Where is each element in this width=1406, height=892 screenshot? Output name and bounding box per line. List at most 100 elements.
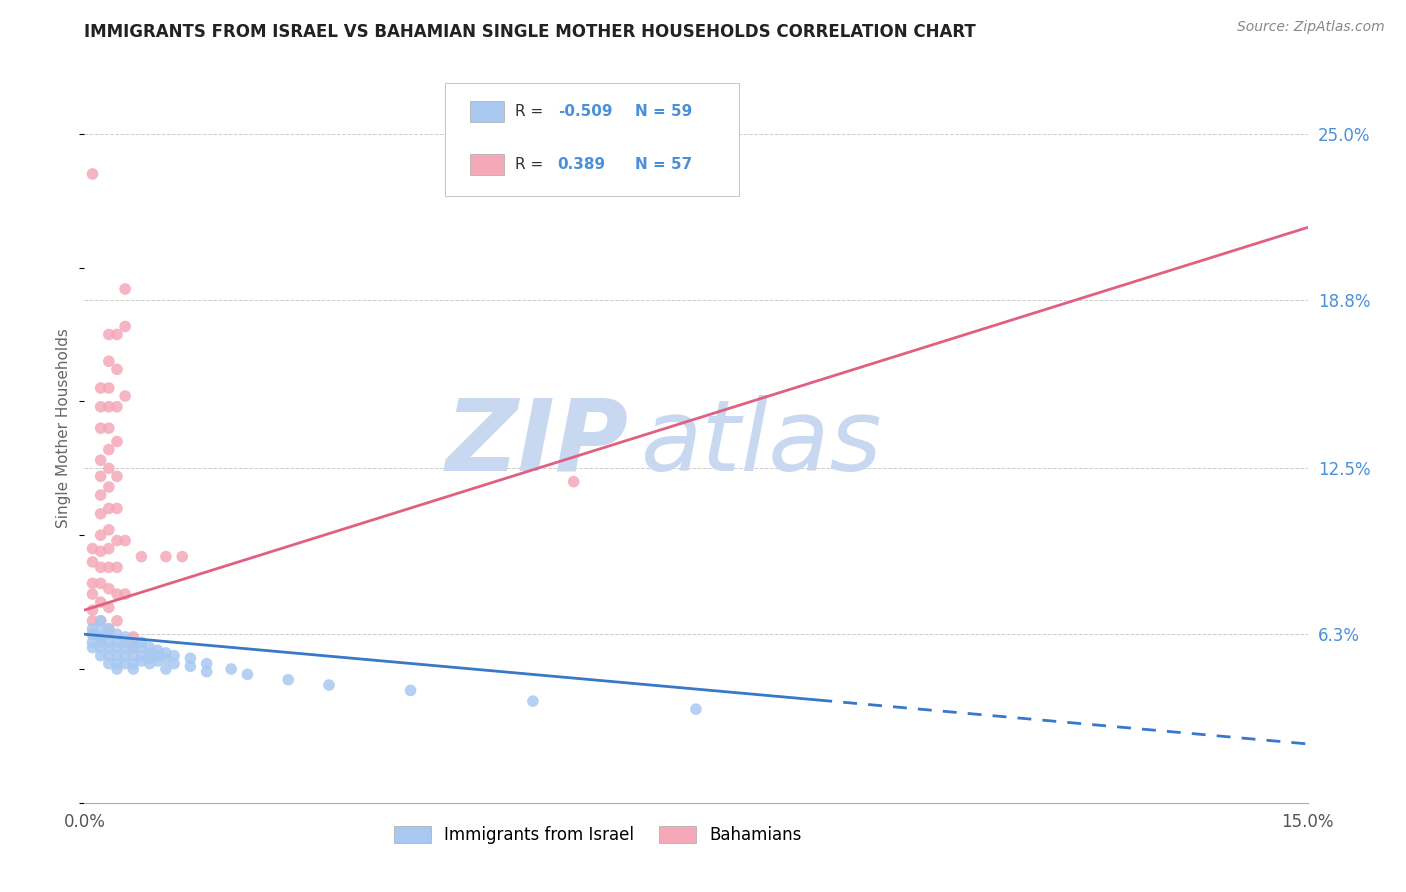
Point <box>105 362 128 376</box>
Point <box>97 381 120 395</box>
Point <box>114 587 136 601</box>
Point <box>105 657 128 671</box>
Point <box>90 560 112 574</box>
Point <box>82 167 104 181</box>
Text: -0.509: -0.509 <box>558 104 612 120</box>
Point <box>277 673 299 687</box>
FancyBboxPatch shape <box>470 154 503 175</box>
Point <box>179 651 201 665</box>
Point <box>97 622 120 636</box>
Point <box>105 560 128 574</box>
Text: R =: R = <box>515 104 548 120</box>
Point <box>97 400 120 414</box>
Point <box>236 667 259 681</box>
Point <box>82 622 104 636</box>
Text: Source: ZipAtlas.com: Source: ZipAtlas.com <box>1237 20 1385 34</box>
Point <box>97 480 120 494</box>
Point <box>105 327 128 342</box>
Point <box>97 657 120 671</box>
Point <box>685 702 707 716</box>
Point <box>97 582 120 596</box>
Point <box>97 635 120 649</box>
Point <box>138 640 160 655</box>
Point <box>82 555 104 569</box>
Point <box>122 630 145 644</box>
Point <box>105 627 128 641</box>
FancyBboxPatch shape <box>446 84 738 196</box>
Text: 0.389: 0.389 <box>558 157 606 172</box>
Point <box>146 648 169 663</box>
Point <box>90 614 112 628</box>
Point <box>195 657 218 671</box>
Point <box>82 640 104 655</box>
Y-axis label: Single Mother Households: Single Mother Households <box>56 328 72 528</box>
Text: R =: R = <box>515 157 553 172</box>
Point <box>105 640 128 655</box>
Point <box>97 622 120 636</box>
Point <box>155 662 177 676</box>
FancyBboxPatch shape <box>470 102 503 122</box>
Point <box>155 549 177 564</box>
Point <box>97 327 120 342</box>
Point <box>105 400 128 414</box>
Point <box>114 319 136 334</box>
Point <box>97 501 120 516</box>
Point <box>97 560 120 574</box>
Point <box>114 635 136 649</box>
Point <box>163 648 186 663</box>
Point <box>155 646 177 660</box>
Point <box>105 434 128 449</box>
Point <box>114 389 136 403</box>
Point <box>105 614 128 628</box>
Point <box>562 475 585 489</box>
Text: atlas: atlas <box>641 394 883 491</box>
Point <box>318 678 340 692</box>
Point <box>399 683 422 698</box>
Point <box>90 453 112 467</box>
Point <box>90 640 112 655</box>
Point <box>90 528 112 542</box>
Point <box>105 662 128 676</box>
Point <box>97 354 120 368</box>
Point <box>219 662 242 676</box>
Point <box>90 648 112 663</box>
Point <box>90 622 112 636</box>
Point <box>138 646 160 660</box>
Text: IMMIGRANTS FROM ISRAEL VS BAHAMIAN SINGLE MOTHER HOUSEHOLDS CORRELATION CHART: IMMIGRANTS FROM ISRAEL VS BAHAMIAN SINGL… <box>84 23 976 41</box>
Point <box>138 657 160 671</box>
Point <box>114 640 136 655</box>
Point <box>131 654 153 668</box>
Point <box>105 533 128 548</box>
Point <box>97 600 120 615</box>
Point <box>122 640 145 655</box>
Point <box>146 654 169 668</box>
Point <box>122 662 145 676</box>
Point <box>114 282 136 296</box>
Point <box>195 665 218 679</box>
Point <box>105 469 128 483</box>
Point <box>82 635 104 649</box>
Point <box>97 648 120 663</box>
Point <box>105 587 128 601</box>
Point <box>82 627 104 641</box>
Point <box>90 488 112 502</box>
Point <box>122 657 145 671</box>
Point <box>90 614 112 628</box>
Point <box>522 694 544 708</box>
Point <box>105 635 128 649</box>
Point <box>97 442 120 457</box>
Point <box>90 630 112 644</box>
Point <box>131 549 153 564</box>
Point <box>114 648 136 663</box>
Point <box>163 657 186 671</box>
Point <box>82 603 104 617</box>
Point <box>172 549 194 564</box>
Point <box>90 595 112 609</box>
Point <box>90 576 112 591</box>
Point <box>97 421 120 435</box>
Point <box>131 635 153 649</box>
Point <box>122 635 145 649</box>
Point <box>90 381 112 395</box>
Point <box>97 461 120 475</box>
Point <box>138 651 160 665</box>
